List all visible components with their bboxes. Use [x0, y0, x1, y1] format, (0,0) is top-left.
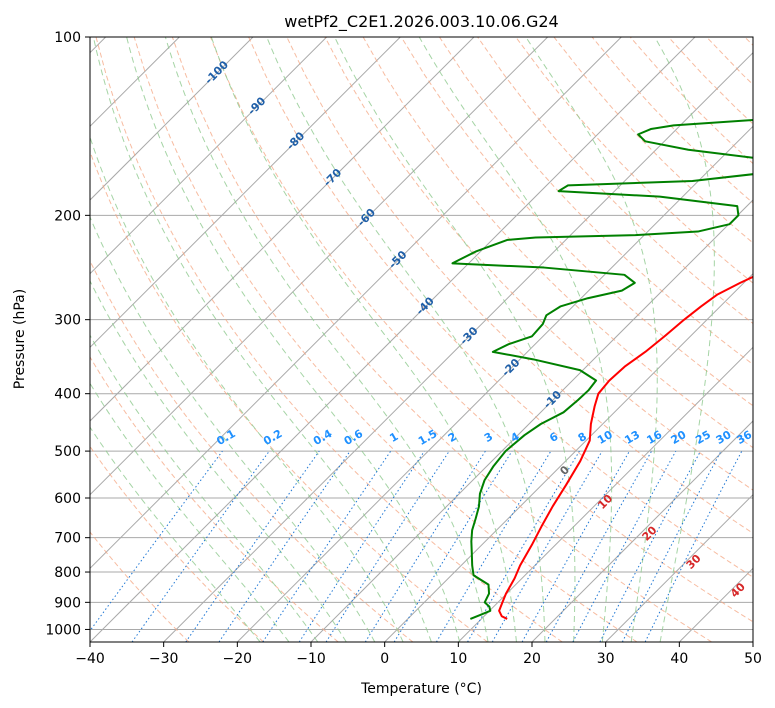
dry-adiabat-line [95, 37, 563, 642]
dry-adiabat-line [90, 445, 264, 642]
mixing-ratio-line [393, 450, 513, 642]
isotherm-gridline [531, 420, 753, 642]
plot-frame [89, 36, 754, 643]
dry-adiabat-line [210, 37, 753, 623]
dry-adiabat-line [90, 356, 339, 642]
moist-adiabat-line [126, 37, 461, 642]
isotherm-gridline [605, 493, 753, 642]
moist-adiabat-line [164, 37, 489, 642]
mixing-ratio-line [325, 450, 450, 642]
mixing-ratio-line [545, 450, 653, 642]
mixing-ratio-line [131, 450, 270, 642]
x-tick-label: 20 [523, 651, 541, 667]
moist-adiabat-line [418, 37, 613, 642]
isotherm-gridline [90, 37, 328, 275]
y-axis-label: Pressure (hPa) [12, 289, 28, 389]
mixing-ratio-lines [90, 450, 743, 642]
moist-adiabats [90, 37, 715, 642]
mixing-ratio-line [298, 450, 425, 642]
y-tick-label: 800 [54, 565, 81, 581]
dry-adiabat-line [171, 37, 712, 642]
mixing-ratio-line [90, 450, 223, 632]
isotherm-gridline [90, 37, 696, 642]
isotherm-gridline [163, 51, 753, 642]
dry-adiabat-line [90, 259, 414, 642]
y-tick-label: 100 [54, 30, 81, 46]
moist-adiabat-line [90, 382, 290, 642]
moist-adiabat-line [90, 334, 319, 642]
isotherm-gridline [90, 37, 549, 496]
isotherm-gridline [90, 37, 475, 422]
x-tick-label: −30 [149, 651, 179, 667]
dry-adiabat-line [324, 37, 753, 491]
isotherm-gridline [90, 37, 622, 570]
dry-adiabat-line [515, 37, 753, 284]
x-axis-label: Temperature (°C) [360, 681, 482, 697]
mixing-ratio-line [218, 450, 351, 642]
dry-adiabat-line [400, 37, 753, 407]
mixing-ratio-line [521, 450, 630, 642]
y-tick-label: 200 [54, 208, 81, 224]
y-tick-label: 500 [54, 444, 81, 460]
moist-adiabat-line [210, 37, 517, 642]
isotherm-gridline [236, 125, 753, 642]
profile-series [451, 118, 753, 620]
y-tick-label: 300 [54, 313, 81, 329]
isotherm-gridline [457, 346, 753, 642]
x-tick-label: 10 [449, 651, 467, 667]
dry-adiabat-line [90, 531, 190, 642]
x-tick-label: 40 [670, 651, 688, 667]
dry-adiabat-line [90, 150, 488, 642]
isotherm-gridline [90, 37, 401, 349]
moist-adiabat-line [90, 215, 376, 642]
y-tick-label: 700 [54, 531, 81, 547]
dewpoint-line [451, 118, 753, 620]
moist-adiabat-line [266, 37, 546, 642]
x-tick-label: −40 [75, 651, 105, 667]
mixing-ratio-line [644, 450, 743, 642]
grid-lines [90, 37, 753, 642]
moist-adiabat-line [525, 37, 658, 642]
axis-ticks: −40 −30 −20 −10 0 10 20 30 40 50 100 200 300 400 500 60… [45, 30, 762, 667]
y-tick-label: 1000 [45, 622, 81, 638]
x-tick-label: 50 [744, 651, 762, 667]
temperature-line [498, 275, 753, 620]
mixing-ratio-line [185, 450, 320, 642]
dry-adiabat-line [248, 37, 753, 578]
mixing-ratio-line [262, 450, 392, 642]
dry-adiabat-line [133, 37, 638, 642]
moist-adiabat-line [92, 37, 432, 642]
y-tick-label: 600 [54, 491, 81, 507]
isotherm-gridline [90, 37, 254, 201]
moist-adiabat-line [654, 37, 715, 642]
x-tick-label: −10 [296, 651, 326, 667]
chart-title: wetPf2_C2E1.2026.003.10.06.G24 [284, 12, 558, 32]
mixing-ratio-line [572, 450, 677, 642]
x-tick-label: −20 [223, 651, 253, 667]
y-tick-label: 400 [54, 387, 81, 403]
x-tick-label: 30 [597, 651, 615, 667]
isotherm-gridline [384, 272, 753, 642]
moist-adiabat-line [90, 426, 261, 642]
dry-adiabat-line [439, 37, 753, 366]
x-tick-label: 0 [380, 651, 389, 667]
moist-adiabat-line [90, 135, 404, 642]
y-tick-label: 900 [54, 595, 81, 611]
dry-adiabats [90, 37, 753, 642]
moist-adiabat-line [334, 37, 576, 642]
